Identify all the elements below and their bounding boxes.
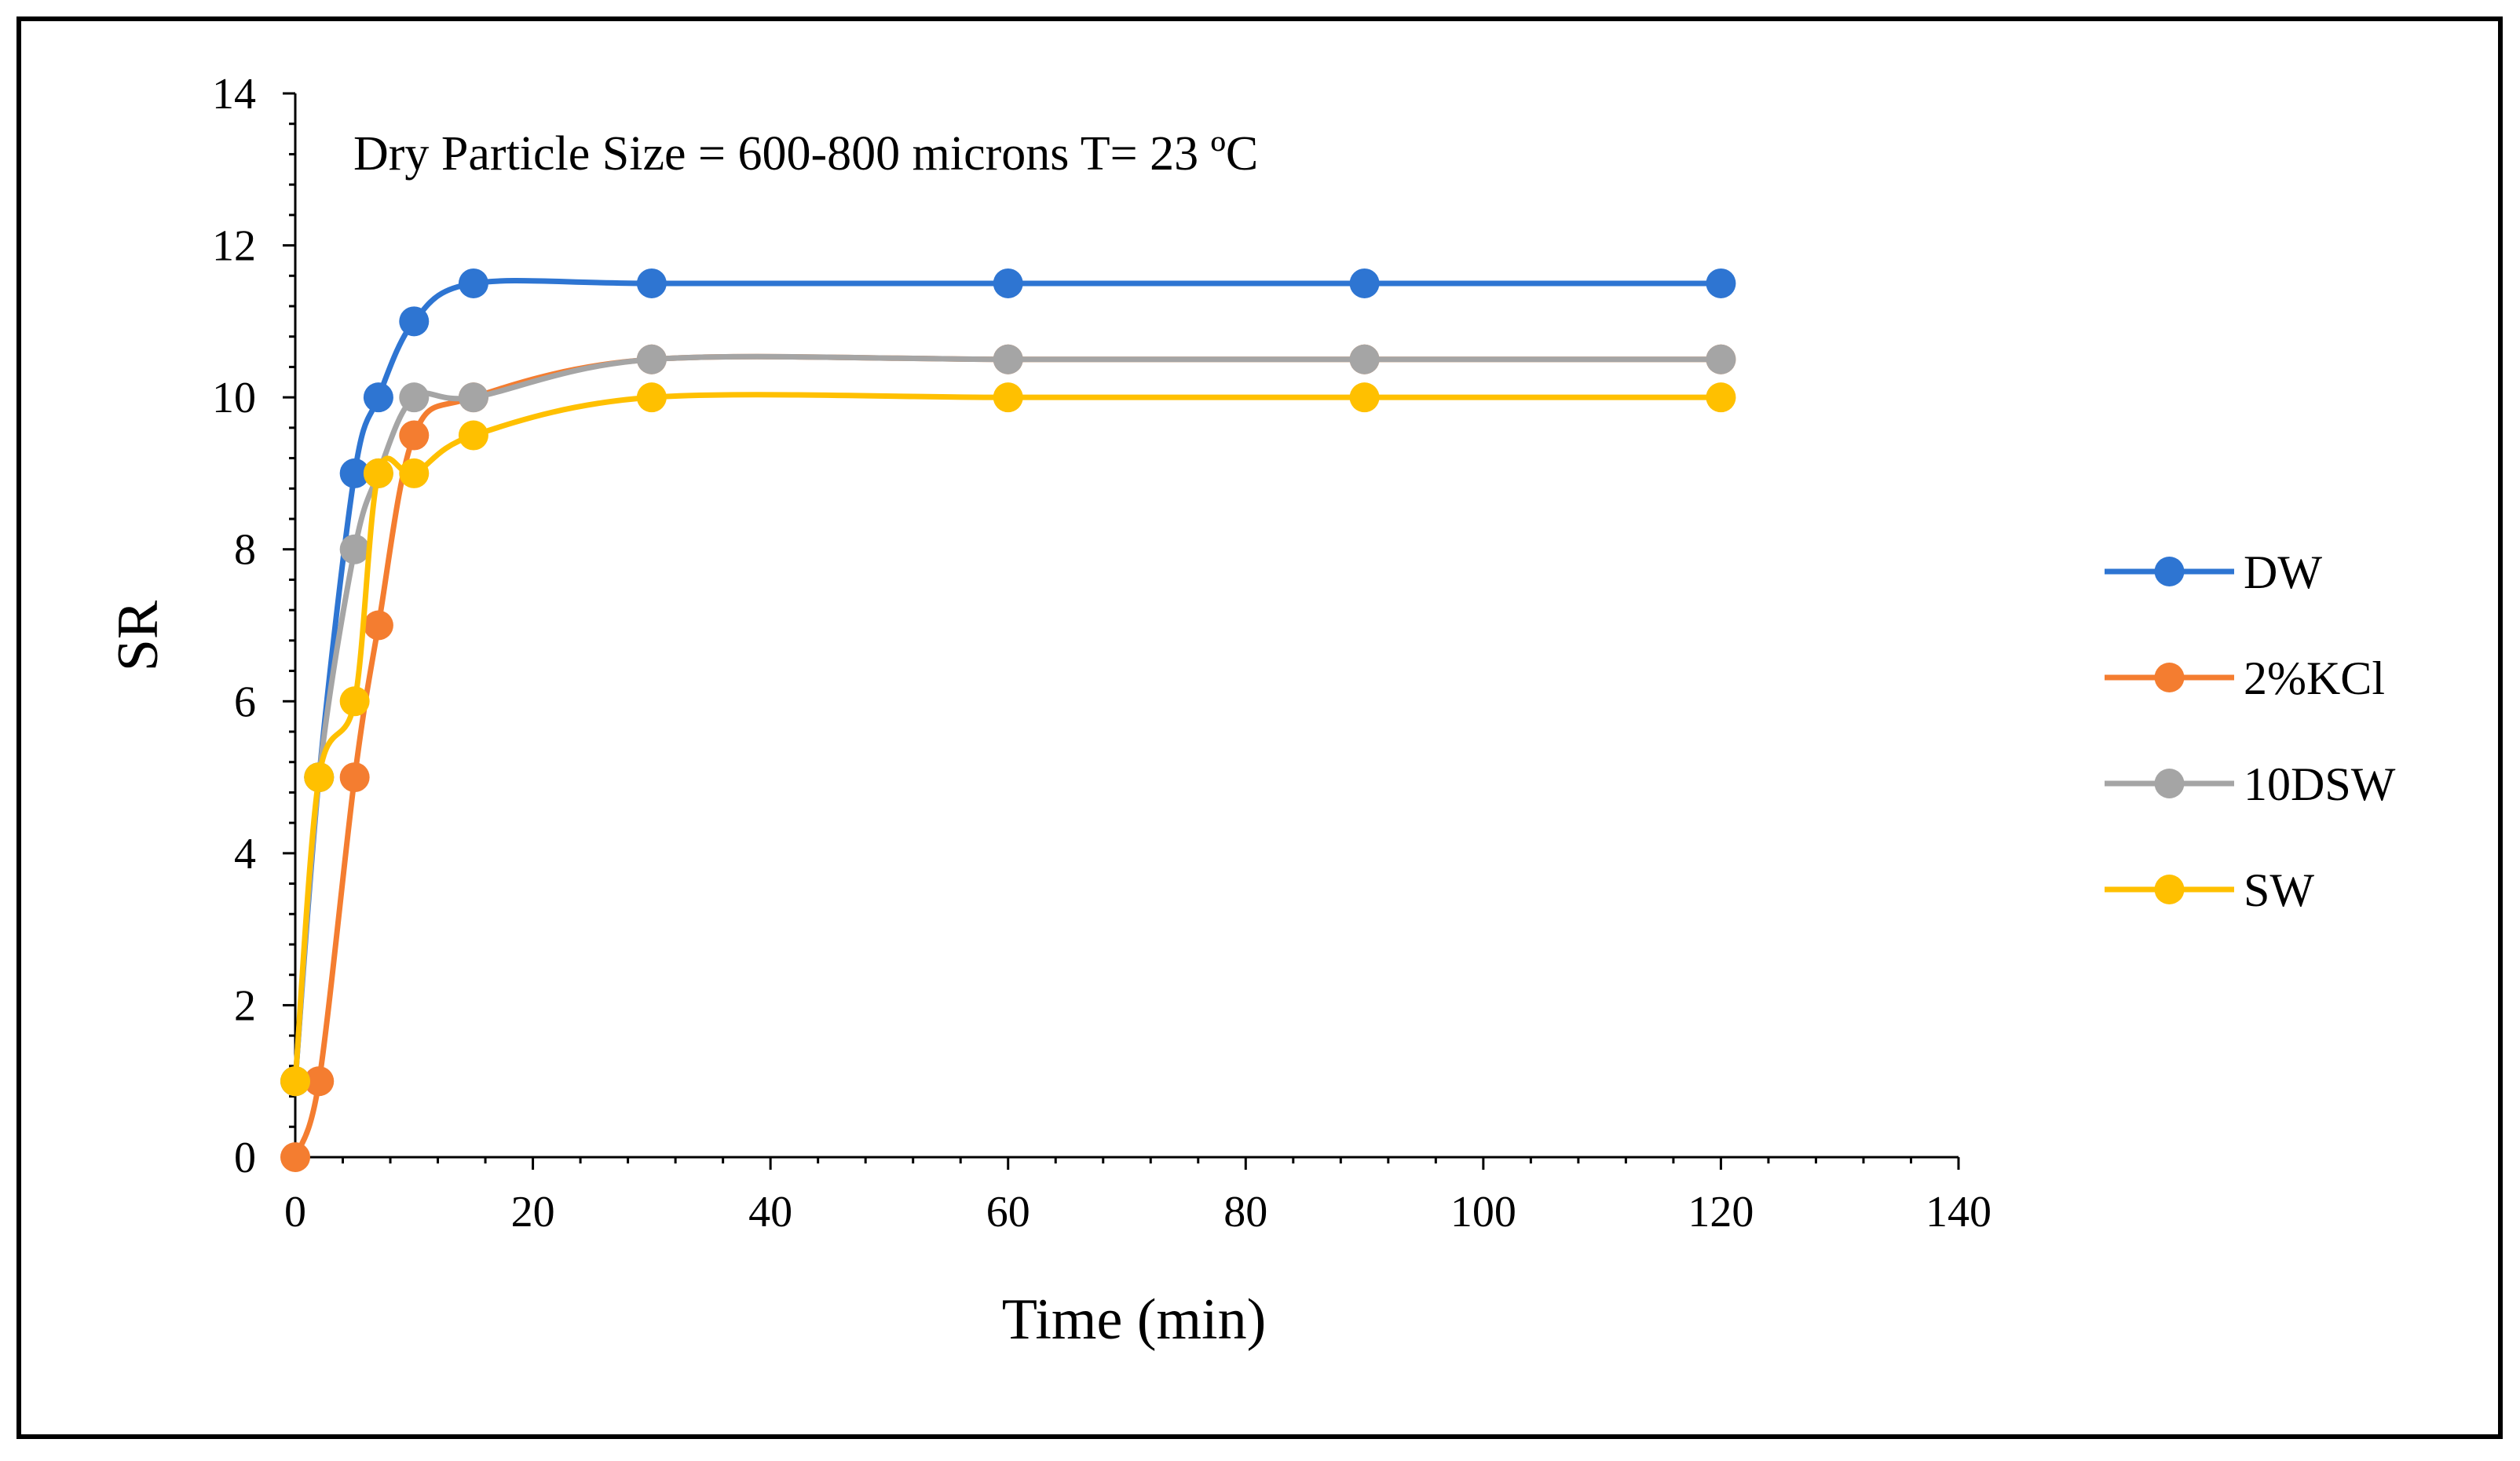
data-point-dw	[636, 268, 667, 298]
x-axis-title: Time (min)	[1002, 1288, 1266, 1352]
y-tick-label: 0	[234, 1134, 256, 1182]
x-tick-label: 120	[1688, 1188, 1754, 1236]
data-point-10dsw	[636, 344, 667, 374]
data-point-sw	[993, 382, 1023, 413]
data-point-10dsw	[458, 382, 488, 413]
data-point-dw	[363, 382, 393, 413]
legend-item-2kcl: 2%KCl	[2105, 652, 2385, 704]
y-tick-label: 2	[234, 981, 256, 1030]
data-point-sw	[458, 420, 488, 451]
data-point-10dsw	[399, 382, 430, 413]
data-point-dw	[339, 458, 370, 488]
data-point-2kcl	[399, 420, 430, 451]
data-point-dw	[1349, 268, 1380, 298]
data-point-10dsw	[993, 344, 1023, 374]
series-line-10dsw	[292, 353, 1724, 1084]
y-tick-label: 14	[212, 70, 256, 119]
legend-label-10dsw: 10DSW	[2244, 758, 2396, 810]
x-tick-label: 0	[284, 1188, 306, 1236]
x-tick-label: 140	[1926, 1188, 1991, 1236]
data-point-sw	[1349, 382, 1380, 413]
y-tick-label: 12	[212, 222, 256, 271]
y-tick-label: 6	[234, 678, 256, 726]
legend-item-10dsw: 10DSW	[2105, 758, 2396, 810]
data-point-10dsw	[1706, 344, 1736, 374]
legend-marker-10dsw	[2154, 769, 2185, 798]
legend-marker-dw	[2154, 557, 2185, 586]
data-point-2kcl	[304, 1066, 335, 1097]
data-point-2kcl	[280, 1142, 310, 1172]
data-point-dw	[993, 268, 1023, 298]
series-2kcl	[280, 344, 1736, 1172]
data-point-sw	[399, 458, 430, 488]
data-point-sw	[339, 686, 370, 717]
data-point-dw	[1706, 268, 1736, 298]
legend-marker-2kcl	[2154, 663, 2185, 692]
chart-annotation: Dry Particle Size = 600-800 microns T= 2…	[353, 127, 1258, 181]
legend-label-sw: SW	[2244, 864, 2314, 916]
data-point-10dsw	[1349, 344, 1380, 374]
y-axis-title: SR	[106, 600, 170, 671]
series-line-sw	[292, 392, 1724, 1084]
x-tick-label: 40	[748, 1188, 792, 1236]
y-tick-label: 4	[234, 830, 256, 878]
legend-item-sw: SW	[2105, 864, 2314, 916]
data-point-sw	[1706, 382, 1736, 413]
series-layer	[280, 268, 1736, 1172]
legend-item-dw: DW	[2105, 546, 2322, 598]
legend: DW 2%KCl 10DSW SW	[2105, 546, 2396, 916]
series-10dsw	[280, 344, 1736, 1097]
data-point-sw	[636, 382, 667, 413]
legend-marker-sw	[2154, 875, 2185, 904]
legend-label-dw: DW	[2244, 546, 2322, 598]
chart-frame	[16, 16, 2503, 1439]
legend-label-2kcl: 2%KCl	[2244, 652, 2385, 704]
data-point-dw	[458, 268, 488, 298]
x-tick-label: 60	[986, 1188, 1030, 1236]
data-point-dw	[399, 306, 430, 337]
x-tick-label: 100	[1450, 1188, 1516, 1236]
data-point-sw	[363, 458, 393, 488]
x-tick-label: 20	[511, 1188, 555, 1236]
data-point-10dsw	[339, 534, 370, 564]
x-tick-label: 80	[1223, 1188, 1267, 1236]
data-point-2kcl	[363, 610, 393, 641]
data-point-sw	[304, 762, 335, 793]
series-sw	[280, 382, 1736, 1097]
y-tick-label: 8	[234, 526, 256, 575]
series-line-2kcl	[292, 353, 1724, 1160]
y-tick-label: 10	[212, 374, 256, 422]
data-point-sw	[280, 1066, 310, 1097]
data-point-2kcl	[339, 762, 370, 793]
